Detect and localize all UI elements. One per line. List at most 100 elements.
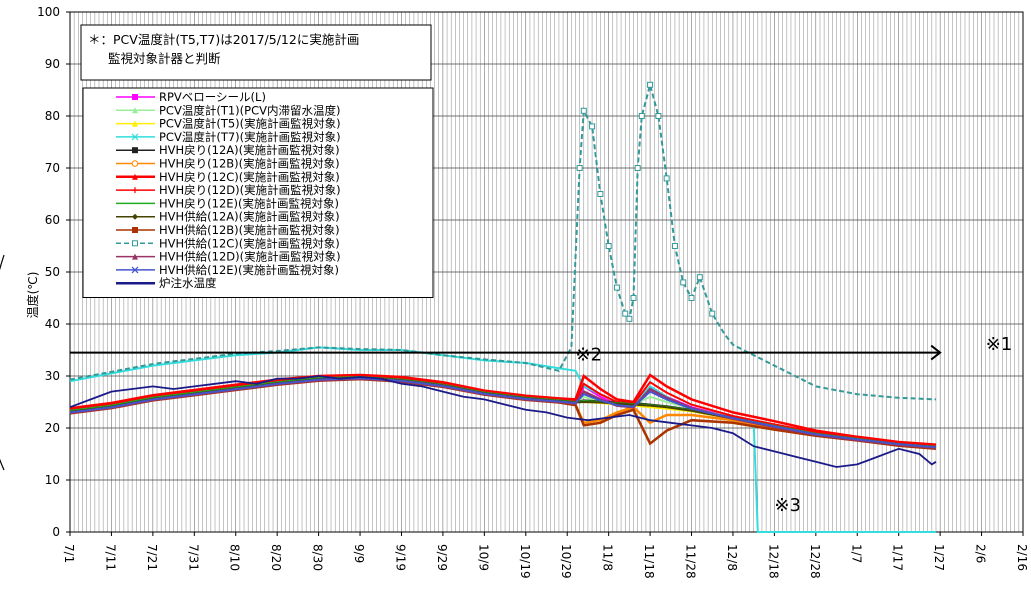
x-tick-label: 12/28 xyxy=(808,544,822,579)
legend-marker xyxy=(132,253,138,260)
series-point xyxy=(613,284,620,291)
series-point xyxy=(634,165,641,171)
y-axis-ticks: 0 10 20 30 40 50 60 70 80 90 100 xyxy=(37,5,70,539)
y-tick-label: 10 xyxy=(45,473,60,487)
legend-label: HVH供給(12C)(実施計画監視対象) xyxy=(159,236,340,250)
series-point xyxy=(709,310,716,317)
legend-marker xyxy=(131,133,139,141)
series-point xyxy=(597,191,604,197)
note-frame xyxy=(80,24,432,81)
series-line xyxy=(69,377,937,449)
series-point xyxy=(647,81,654,88)
series-point xyxy=(696,274,703,281)
legend-label: RPVベローシール(L) xyxy=(159,90,266,104)
x-tick-label: 7/21 xyxy=(145,544,159,571)
x-tick-label: 8/20 xyxy=(269,544,283,571)
y-tick-label: 20 xyxy=(45,421,60,435)
legend-label: PCV温度計(T7)(実施計画監視対象) xyxy=(159,130,341,144)
x-tick-label: 12/8 xyxy=(725,544,739,571)
legend-label: HVH供給(12D)(実施計画監視対象) xyxy=(159,250,341,264)
legend-marker xyxy=(132,120,138,127)
series-point xyxy=(671,243,678,249)
x-tick-label: 2/16 xyxy=(1015,544,1029,571)
y-axis-label: 温度(℃) xyxy=(25,272,40,319)
legend-marker xyxy=(132,187,138,194)
y-tick-label: 30 xyxy=(45,369,60,383)
legend-marker xyxy=(132,147,138,154)
legend-label: HVH戻り(12B)(実施計画監視対象) xyxy=(159,157,340,171)
legend-marker xyxy=(131,160,139,167)
series-point xyxy=(680,279,687,286)
legend-label: HVH戻り(12E)(実施計画監視対象) xyxy=(159,196,339,210)
series-point xyxy=(576,165,583,171)
legend-label: HVH戻り(12D)(実施計画監視対象) xyxy=(159,183,341,197)
series-point xyxy=(630,295,637,301)
annotation-label: ※2 xyxy=(576,344,603,365)
x-tick-label: 10/19 xyxy=(518,544,532,579)
y-tick-label: 60 xyxy=(45,213,60,227)
legend-label: HVH供給(12A)(実施計画監視対象) xyxy=(159,210,340,224)
y-tick-label: 0 xyxy=(52,525,60,539)
legend-marker xyxy=(132,213,138,220)
x-tick-label: 8/10 xyxy=(228,544,242,571)
note-line-2: 監視対象計器と判断 xyxy=(108,51,221,66)
annotation-label: ※3 xyxy=(774,495,801,516)
y-tick-label: 40 xyxy=(45,317,60,331)
legend-label: 炉注水温度 xyxy=(159,276,217,290)
legend-label: HVH供給(12B)(実施計画監視対象) xyxy=(159,223,340,237)
series-point xyxy=(626,315,633,322)
legend-marker xyxy=(131,266,139,274)
series-13 xyxy=(69,377,937,449)
series-point xyxy=(663,175,670,182)
legend-label: PCV温度計(T5)(実施計画監視対象) xyxy=(159,117,341,131)
annotation-label: ※1 xyxy=(986,334,1013,355)
x-tick-label: 7/31 xyxy=(186,544,200,571)
x-axis-ticks: 7/1 7/11 7/21 7/31 8/10 8/20 8/30 9/9 9/19 9/29 10… xyxy=(62,532,1029,579)
legend-label: PCV温度計(T1)(PCV内滞留水温度) xyxy=(159,103,340,117)
series-point xyxy=(580,107,587,114)
x-tick-label: 10/29 xyxy=(559,544,573,579)
reference-arrow xyxy=(930,344,942,361)
x-tick-label: 9/19 xyxy=(393,544,407,571)
x-tick-label: 1/7 xyxy=(849,544,863,563)
x-tick-label: 1/27 xyxy=(932,544,946,571)
x-tick-label: 7/11 xyxy=(103,544,117,571)
annotations: ※1 ※2 ※3 xyxy=(576,334,1013,516)
series-point xyxy=(655,113,662,119)
legend: RPVベローシール(L)PCV温度計(T1)(PCV内滞留水温度)PCV温度計(… xyxy=(82,87,434,298)
x-tick-label: 9/29 xyxy=(435,544,449,571)
reference-line-group xyxy=(70,344,942,361)
series-point xyxy=(589,123,596,130)
y-tick-label: 50 xyxy=(45,265,60,279)
x-tick-label: 9/9 xyxy=(352,544,366,563)
y-tick-label: 90 xyxy=(45,57,60,71)
series-point xyxy=(605,243,612,249)
y-tick-label: 80 xyxy=(45,109,60,123)
legend-marker xyxy=(132,94,138,100)
y-tick-label: 70 xyxy=(45,161,60,175)
series-14 xyxy=(69,375,937,468)
x-tick-label: 8/30 xyxy=(311,544,325,571)
legend-marker xyxy=(132,173,138,180)
x-tick-label: 11/28 xyxy=(684,544,698,579)
x-tick-label: 11/8 xyxy=(601,544,615,571)
series-point xyxy=(638,113,645,119)
series-line xyxy=(69,375,937,468)
x-tick-label: 12/18 xyxy=(766,544,780,579)
x-tick-label: 1/17 xyxy=(891,544,905,571)
x-tick-label: 11/18 xyxy=(642,544,656,579)
legend-label: HVH戻り(12C)(実施計画監視対象) xyxy=(159,170,340,184)
series-11 xyxy=(69,80,937,401)
x-tick-label: 10/9 xyxy=(476,544,490,571)
legend-label: HVH戻り(12A)(実施計画監視対象) xyxy=(159,143,340,157)
legend-marker xyxy=(132,227,138,233)
legend-label: HVH供給(12E)(実施計画監視対象) xyxy=(159,263,339,277)
legend-marker xyxy=(132,107,138,114)
x-tick-label: 2/6 xyxy=(974,544,988,563)
series-point xyxy=(688,295,695,301)
x-tick-label: 7/1 xyxy=(62,544,76,563)
legend-marker xyxy=(132,240,138,247)
note-box: ＊：PCV温度計(T5,T7)は2017/5/12に実施計画 監視対象計器と判断 xyxy=(80,24,432,81)
note-line-1: ＊：PCV温度計(T5,T7)は2017/5/12に実施計画 xyxy=(88,32,359,47)
